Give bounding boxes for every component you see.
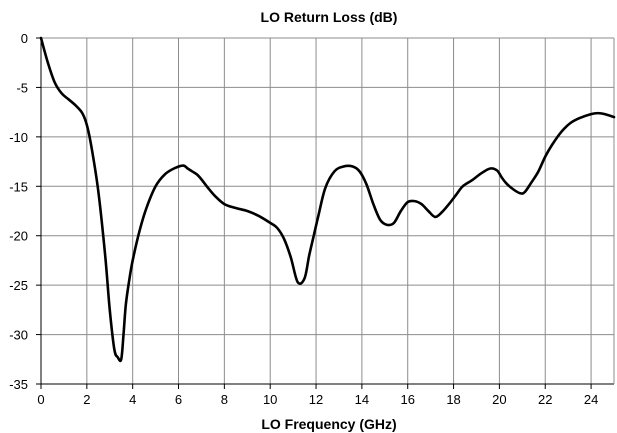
x-axis-label: LO Frequency (GHz) bbox=[261, 416, 396, 432]
x-tick-label: 6 bbox=[175, 392, 182, 407]
y-tick-label: -10 bbox=[9, 130, 28, 145]
x-tick-label: 16 bbox=[400, 392, 414, 407]
x-tick-label: 2 bbox=[83, 392, 90, 407]
series-layer bbox=[39, 36, 616, 363]
chart-title: LO Return Loss (dB) bbox=[261, 9, 398, 25]
x-tick-label: 12 bbox=[309, 392, 323, 407]
x-axis-tick-labels: 0 2 4 6 8 10 12 14 16 18 20 22 24 bbox=[37, 392, 598, 407]
y-tick-label: -35 bbox=[9, 377, 28, 392]
x-tick-label: 8 bbox=[221, 392, 228, 407]
series-line bbox=[39, 36, 616, 363]
x-tick-label: 22 bbox=[538, 392, 552, 407]
y-tick-label: -5 bbox=[16, 80, 28, 95]
y-tick-label: -15 bbox=[9, 179, 28, 194]
x-tick-label: 24 bbox=[584, 392, 598, 407]
x-tick-label: 0 bbox=[37, 392, 44, 407]
x-tick-label: 14 bbox=[355, 392, 369, 407]
x-tick-label: 20 bbox=[492, 392, 506, 407]
y-tick-label: -30 bbox=[9, 328, 28, 343]
y-tick-label: -25 bbox=[9, 278, 28, 293]
y-axis-tick-labels: 0 -5 -10 -15 -20 -25 -30 -35 bbox=[9, 31, 28, 392]
x-tick-label: 10 bbox=[263, 392, 277, 407]
y-tick-label: 0 bbox=[21, 31, 28, 46]
x-tick-label: 4 bbox=[129, 392, 136, 407]
x-tick-label: 18 bbox=[446, 392, 460, 407]
gridlines bbox=[41, 37, 614, 384]
y-tick-label: -20 bbox=[9, 229, 28, 244]
